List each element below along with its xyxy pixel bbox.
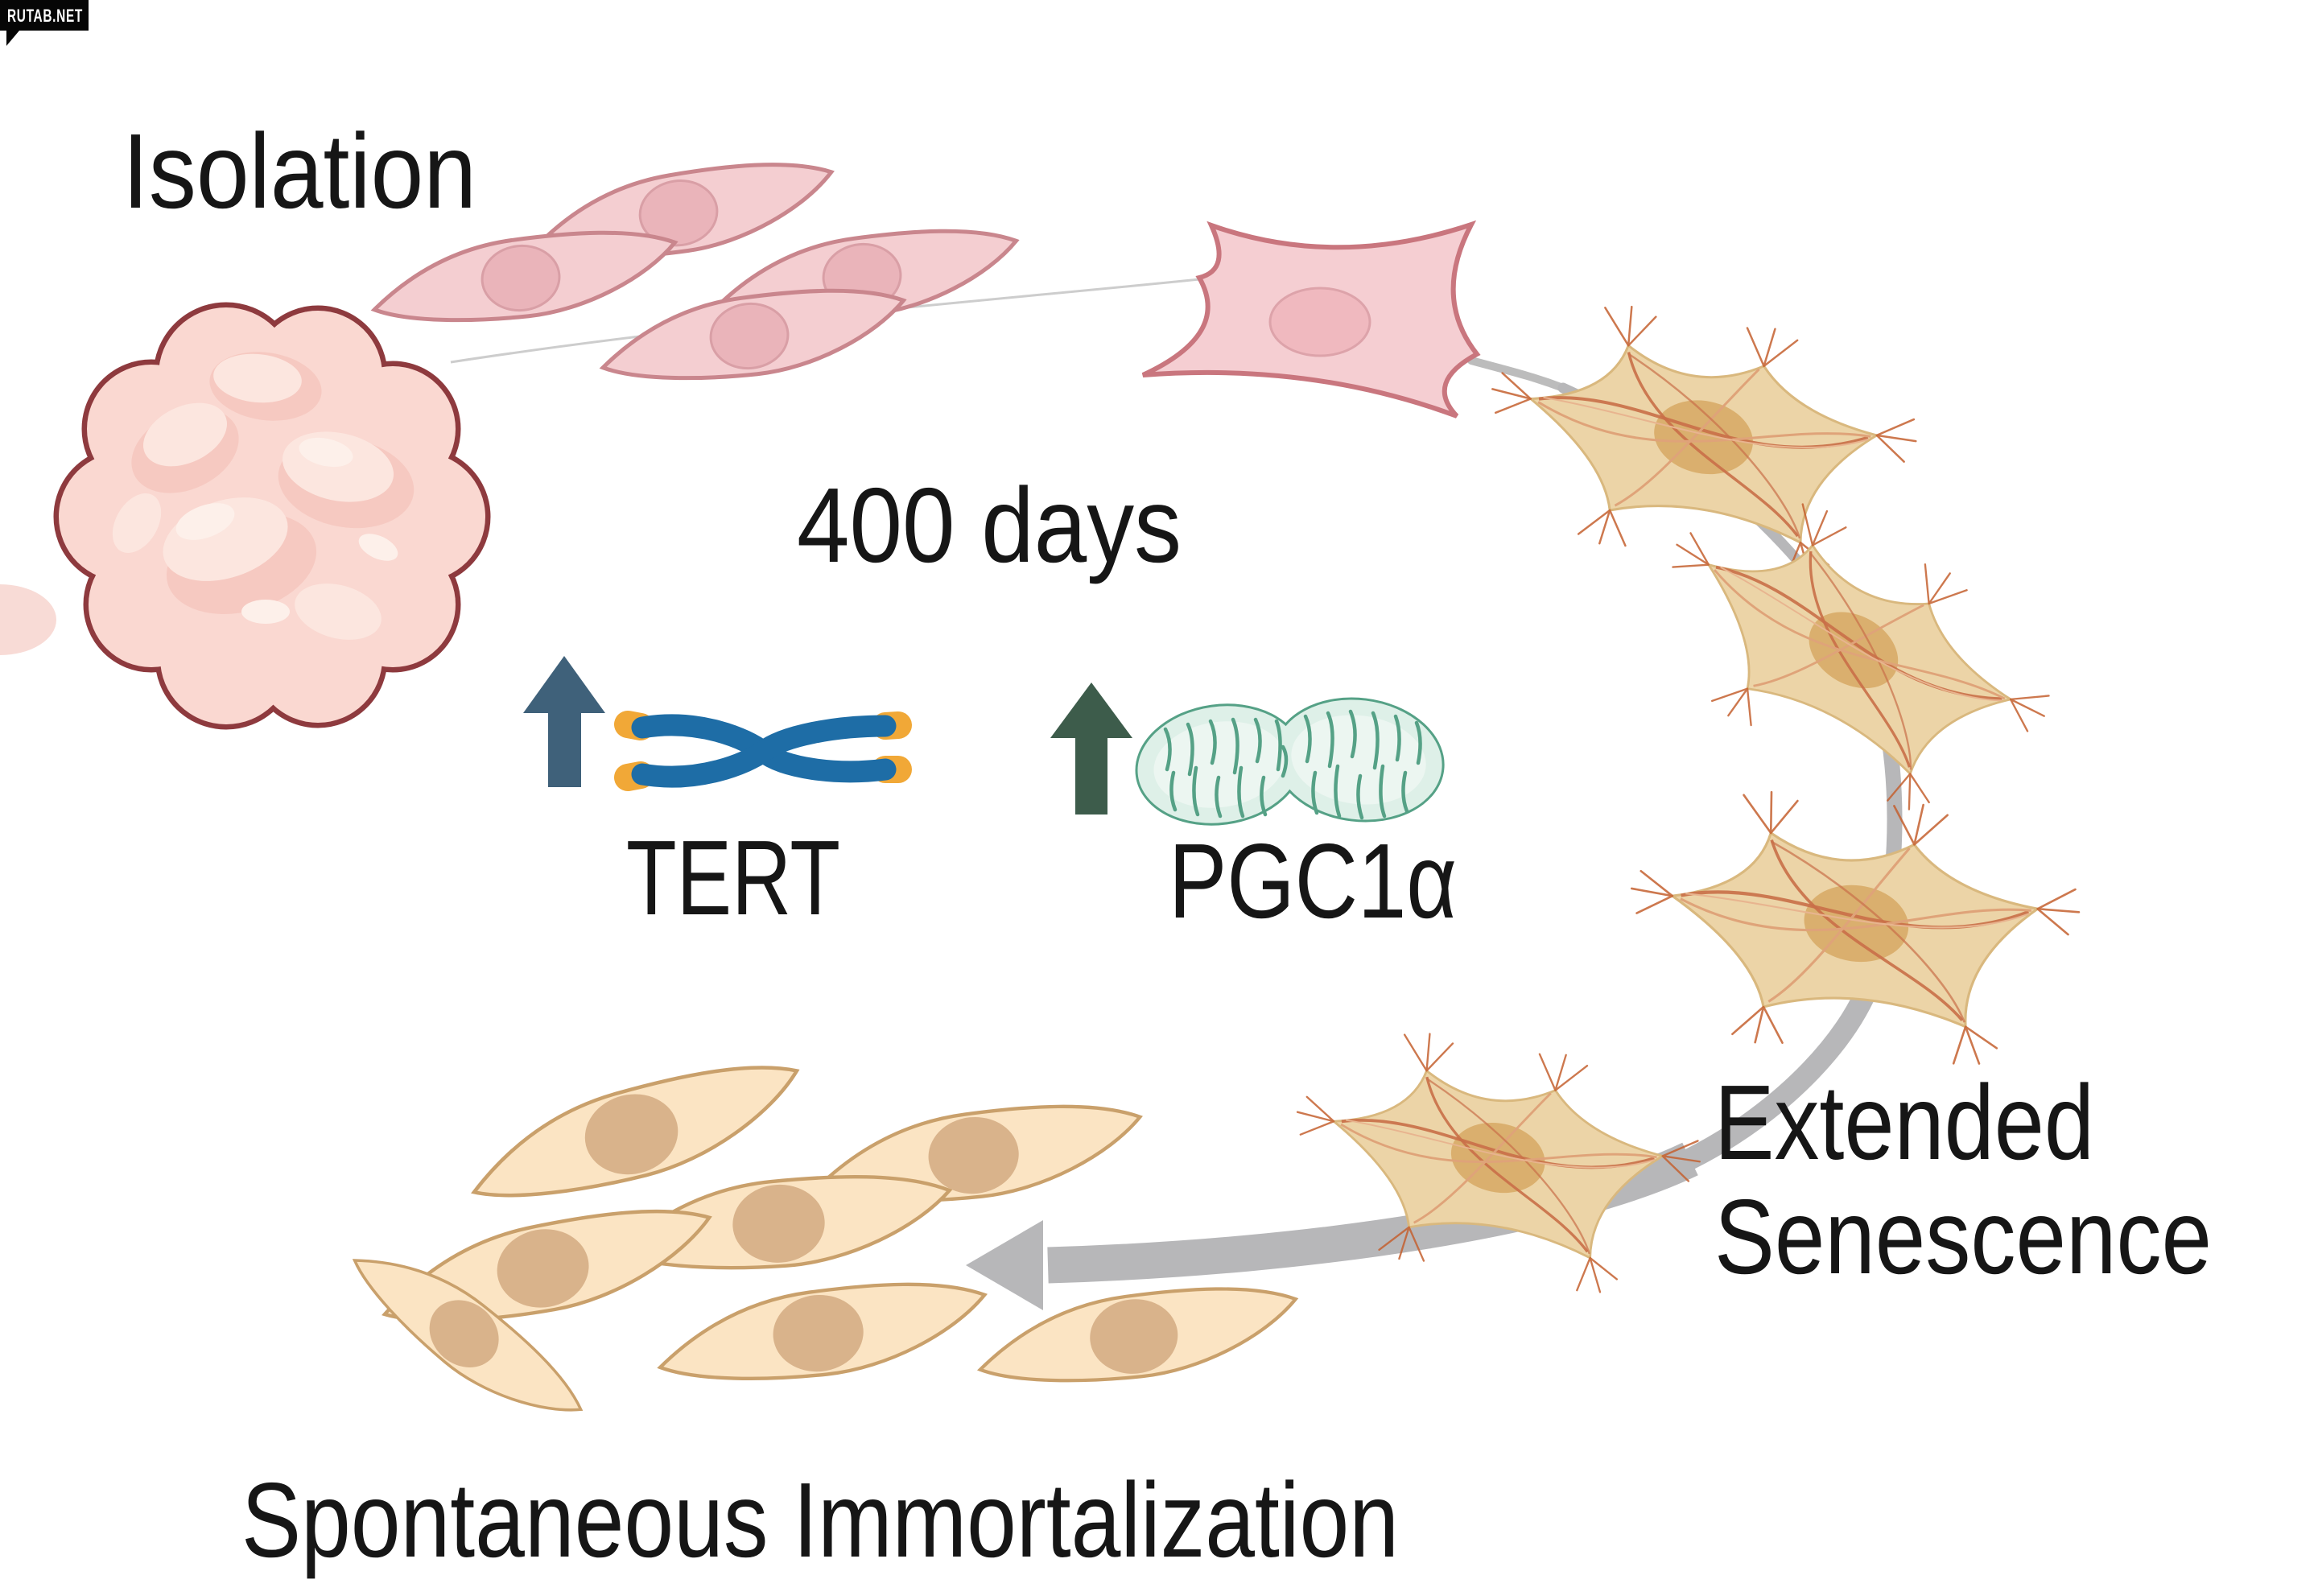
up-arrow-icon: [1050, 683, 1132, 814]
senescent-cell: [1463, 272, 1935, 605]
stellate-fibroblast-cell: [1141, 220, 1481, 419]
chromosome-icon: [614, 711, 912, 791]
senescent-cell: [1270, 1001, 1718, 1318]
pink-fibroblast-cell: [369, 223, 681, 332]
watermark-fold-icon: [6, 31, 19, 46]
extended-senescence-label-line2: Senescence: [1714, 1177, 2212, 1296]
watermark-text: RUTAB.NET: [7, 6, 83, 26]
senescent-cell: [1614, 446, 2085, 855]
duration-label: 400 days: [797, 466, 1182, 584]
tert-label: TERT: [626, 819, 840, 937]
extended-senescence-label-line1: Extended: [1714, 1063, 2094, 1182]
spontaneous-immortalization-label: Spontaneous Immortalization: [241, 1461, 1399, 1579]
isolation-label: Isolation: [122, 112, 476, 230]
result-arrow-body: [1047, 1142, 1698, 1284]
tissue-blob: [0, 302, 491, 730]
left-arrowhead-icon: [966, 1220, 1043, 1310]
pgc1a-label: PGC1α: [1169, 822, 1457, 940]
watermark-badge: RUTAB.NET: [0, 0, 89, 46]
immortalized-cell: [654, 1273, 991, 1392]
mitochondria-icon: [1135, 697, 1445, 826]
pink-fibroblast-cell: [597, 281, 909, 390]
up-arrow-icon: [523, 656, 605, 787]
